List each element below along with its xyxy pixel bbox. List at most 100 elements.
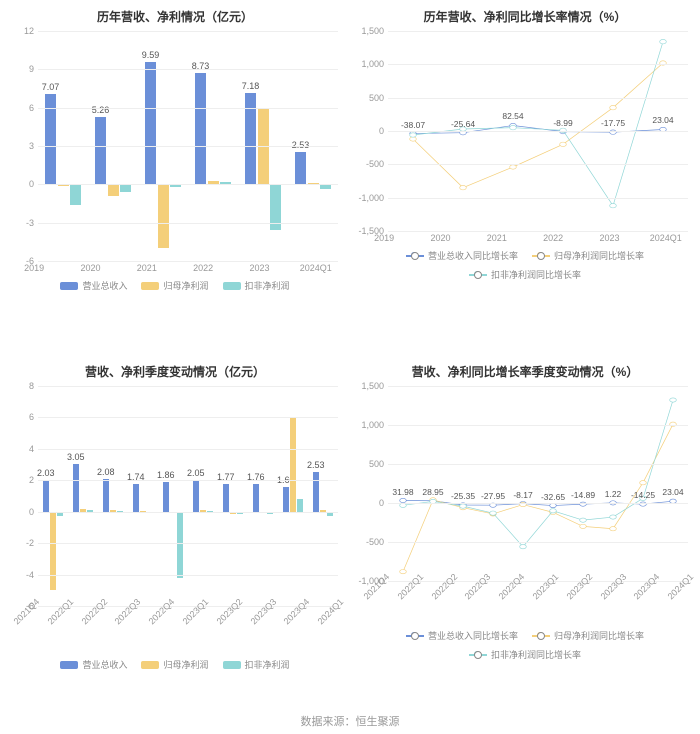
gridline <box>38 417 338 418</box>
lines-layer <box>388 386 688 581</box>
bar-value-label: 1.86 <box>157 470 175 480</box>
x-tick-label: 2022 <box>525 233 581 243</box>
gridline <box>388 542 688 543</box>
line-point <box>400 498 407 502</box>
bar <box>73 464 80 512</box>
plot-area: -6-4-202468 2.033.052.081.741.862.051.77… <box>38 386 338 606</box>
bar-value-label: 3.05 <box>67 452 85 462</box>
gridline <box>38 223 338 224</box>
point-value-label: 31.98 <box>392 487 413 497</box>
legend-label: 营业总收入同比增长率 <box>428 249 518 262</box>
legend-swatch <box>532 632 550 640</box>
legend-label: 归母净利润同比增长率 <box>554 629 644 642</box>
x-tick-label: 2023 <box>581 233 637 243</box>
bar-value-label: 7.18 <box>242 81 260 91</box>
bar <box>120 184 131 192</box>
bar <box>195 73 206 185</box>
legend-swatch <box>469 651 487 659</box>
y-tick-label: 500 <box>369 459 384 469</box>
gridline <box>38 31 338 32</box>
y-tick-label: -6 <box>26 256 34 266</box>
point-value-label: 82.54 <box>502 111 523 121</box>
bar <box>223 484 230 512</box>
bar <box>163 482 170 511</box>
gridline <box>388 231 688 232</box>
x-axis: 2021Q42022Q12022Q22022Q32022Q42023Q12023… <box>6 608 344 652</box>
line-point <box>610 515 617 519</box>
gridline <box>388 64 688 65</box>
legend-item: 扣非净利润 <box>223 279 290 292</box>
bar <box>297 499 304 512</box>
legend-label: 扣非净利润同比增长率 <box>491 648 581 661</box>
x-tick-label: 2020 <box>62 263 118 273</box>
legend-swatch <box>223 661 241 669</box>
point-value-label: 28.95 <box>422 487 443 497</box>
gridline <box>388 464 688 465</box>
legend-label: 营业总收入同比增长率 <box>428 629 518 642</box>
panel-annual-growth: 历年营收、净利同比增长率情况（%） -1,500-1,000-50005001,… <box>350 0 700 355</box>
y-tick-label: 1,500 <box>361 26 384 36</box>
point-value-label: -8.99 <box>553 118 572 128</box>
legend-item: 扣非净利润 <box>223 658 290 671</box>
legend-swatch <box>60 661 78 669</box>
plot-area: -1,000-50005001,0001,500 31.9828.95-25.3… <box>388 386 688 581</box>
y-tick-label: 1,500 <box>361 381 384 391</box>
bar-value-label: 2.08 <box>97 467 115 477</box>
y-axis: -1,500-1,000-50005001,0001,500 <box>358 31 386 231</box>
y-axis: -6-4-202468 <box>8 386 36 606</box>
legend-label: 扣非净利润 <box>245 658 290 671</box>
y-tick-label: -3 <box>26 218 34 228</box>
gridline <box>38 386 338 387</box>
gridline <box>38 184 338 185</box>
legend: 营业总收入归母净利润扣非净利润 <box>6 279 344 292</box>
legend-item: 归母净利润同比增长率 <box>532 249 644 262</box>
x-axis: 201920202021202220232024Q1 <box>356 233 694 243</box>
y-tick-label: 500 <box>369 93 384 103</box>
legend-item: 营业总收入 <box>60 279 127 292</box>
legend-item: 扣非净利润同比增长率 <box>469 648 581 661</box>
legend-swatch <box>60 282 78 290</box>
bar <box>95 117 106 184</box>
gridline <box>38 543 338 544</box>
bar <box>295 152 306 184</box>
y-tick-label: 9 <box>29 64 34 74</box>
x-axis: 2021Q42022Q12022Q22022Q32022Q42023Q12023… <box>356 583 694 623</box>
x-tick-label: 2024Q1 <box>288 263 344 273</box>
line-point <box>660 39 667 43</box>
legend-item: 归母净利润同比增长率 <box>532 629 644 642</box>
line-point <box>550 509 557 513</box>
bar <box>145 62 156 185</box>
legend: 营业总收入归母净利润扣非净利润 <box>6 658 344 671</box>
legend: 营业总收入同比增长率 归母净利润同比增长率扣非净利润同比增长率 <box>356 629 694 661</box>
line-point <box>510 125 517 129</box>
gridline <box>388 31 688 32</box>
point-value-label: -32.65 <box>541 492 565 502</box>
bar <box>245 93 256 185</box>
legend-label: 扣非净利润 <box>245 279 290 292</box>
point-value-label: -8.17 <box>513 490 532 500</box>
y-tick-label: 6 <box>29 412 34 422</box>
y-tick-label: -1,000 <box>358 193 384 203</box>
legend-item: 归母净利润 <box>141 658 208 671</box>
legend-label: 营业总收入 <box>82 279 127 292</box>
x-tick-label: 2023 <box>231 263 287 273</box>
gridline <box>388 164 688 165</box>
y-tick-label: 2 <box>29 475 34 485</box>
panel-quarterly-growth: 营收、净利同比增长率季度变动情况（%） -1,000-50005001,0001… <box>350 355 700 710</box>
chart-title: 营收、净利同比增长率季度变动情况（%） <box>356 363 694 380</box>
y-tick-label: -2 <box>26 538 34 548</box>
legend-swatch <box>469 271 487 279</box>
point-value-label: 23.04 <box>662 487 683 497</box>
x-tick-label: 2021 <box>119 263 175 273</box>
gridline <box>388 425 688 426</box>
y-tick-label: 0 <box>379 498 384 508</box>
point-value-label: -38.07 <box>401 120 425 130</box>
y-tick-label: 0 <box>29 179 34 189</box>
bar <box>133 484 140 511</box>
y-tick-label: 0 <box>29 507 34 517</box>
legend-swatch <box>406 632 424 640</box>
y-axis: -6-3036912 <box>8 31 36 261</box>
bar-value-label: 2.53 <box>292 140 310 150</box>
legend-item: 营业总收入同比增长率 <box>406 249 518 262</box>
legend-label: 归母净利润 <box>163 658 208 671</box>
